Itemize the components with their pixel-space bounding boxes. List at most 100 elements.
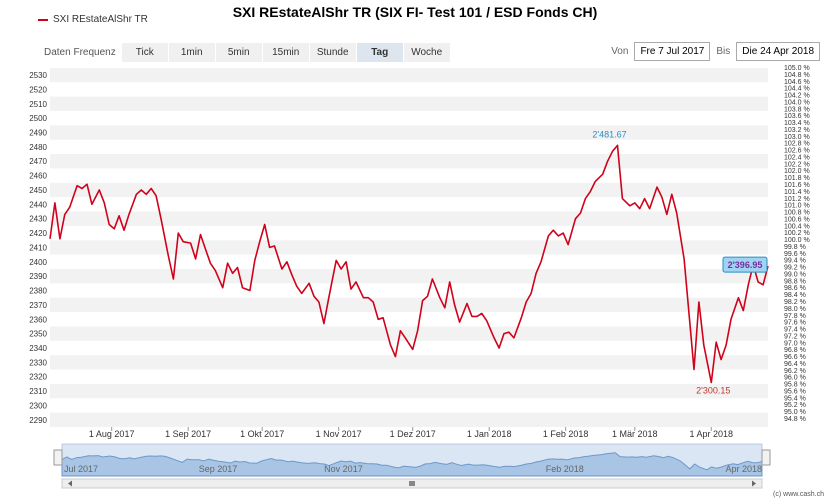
y2-tick-label: 97.0 %: [784, 340, 806, 347]
legend-swatch: [38, 18, 48, 21]
navigator-label: Nov 2017: [324, 464, 363, 474]
y2-tick-label: 103.0 %: [784, 134, 810, 141]
navigator-label: Apr 2018: [725, 464, 762, 474]
grid-band: [50, 211, 768, 226]
x-tick-label: 1 Sep 2017: [165, 429, 211, 439]
y-tick-label: 2380: [29, 287, 47, 296]
y2-tick-label: 101.2 %: [784, 196, 810, 203]
y2-tick-label: 97.2 %: [784, 333, 806, 340]
frequency-label: Daten Frequenz: [44, 47, 116, 58]
y-tick-label: 2450: [29, 186, 47, 195]
x-tick-label: 1 Feb 2018: [543, 429, 589, 439]
y-tick-label: 2330: [29, 358, 47, 367]
y2-tick-label: 95.0 %: [784, 409, 806, 416]
y2-tick-label: 103.4 %: [784, 120, 810, 127]
y2-tick-label: 96.4 %: [784, 361, 806, 368]
y2-tick-label: 103.6 %: [784, 113, 810, 120]
y2-tick-label: 96.8 %: [784, 347, 806, 354]
x-tick-label: 1 Mär 2018: [612, 429, 658, 439]
last-price-label: 2'396.95: [728, 260, 763, 270]
last-price-bubble: [722, 256, 768, 273]
scroll-right-arrow[interactable]: [752, 480, 756, 487]
credit-text: (c) www.cash.ch: [773, 491, 824, 498]
frequency-button-1min[interactable]: 1min: [168, 43, 215, 62]
x-tick-label: 1 Okt 2017: [240, 429, 284, 439]
legend: SXI REstateAlShr TR: [38, 14, 148, 25]
x-axis-ticks: 1 Aug 2017 1 Sep 2017 1 Okt 2017 1 Nov 2017…: [89, 427, 733, 439]
y2-tick-label: 102.6 %: [784, 148, 810, 155]
from-date-input[interactable]: Fre 7 Jul 2017: [634, 42, 711, 61]
y2-tick-label: 98.6 %: [784, 285, 806, 292]
y-tick-label: 2430: [29, 215, 47, 224]
navigator-label: Sep 2017: [199, 464, 238, 474]
x-tick-label: 1 Apr 2018: [689, 429, 733, 439]
y2-tick-label: 96.0 %: [784, 375, 806, 382]
y-tick-label: 2290: [29, 416, 47, 425]
grid-band: [50, 154, 768, 169]
y2-tick-label: 100.6 %: [784, 216, 810, 223]
y2-tick-label: 94.8 %: [784, 416, 806, 423]
scroll-left-arrow[interactable]: [68, 480, 72, 487]
frequency-button-tick[interactable]: Tick: [121, 43, 168, 62]
navigator-selection: [62, 444, 762, 476]
y2-tick-label: 101.0 %: [784, 203, 810, 210]
max-value-label: 2'481.67: [592, 129, 626, 139]
y2-tick-label: 105.0 %: [784, 65, 810, 72]
frequency-button-5min[interactable]: 5min: [215, 43, 262, 62]
y2-tick-label: 102.2 %: [784, 161, 810, 168]
frequency-button-15min[interactable]: 15min: [262, 43, 309, 62]
grid-band: [50, 240, 768, 255]
y2-tick-label: 101.4 %: [784, 189, 810, 196]
y-tick-label: 2350: [29, 330, 47, 339]
y-tick-label: 2460: [29, 172, 47, 181]
y-tick-label: 2300: [29, 401, 47, 410]
y2-tick-label: 99.4 %: [784, 258, 806, 265]
navigator-left-handle[interactable]: [53, 449, 63, 466]
series-group: [49, 144, 769, 384]
y-tick-label: 2500: [29, 114, 47, 123]
y-tick-label: 2420: [29, 229, 47, 238]
chart-title: SXI REstateAlShr TR (SIX FI- Test 101 / …: [232, 4, 598, 20]
y-tick-label: 2340: [29, 344, 47, 353]
y2-tick-label: 104.6 %: [784, 79, 810, 86]
frequency-button-stunde[interactable]: Stunde: [309, 43, 356, 62]
navigator-label: Feb 2018: [546, 464, 584, 474]
y2-tick-label: 95.4 %: [784, 395, 806, 402]
y2-tick-label: 99.6 %: [784, 251, 806, 258]
y2-tick-label: 103.8 %: [784, 106, 810, 113]
grid-band: [50, 383, 768, 399]
grid-band: [50, 297, 768, 313]
navigator-label: Jul 2017: [64, 464, 98, 474]
x-tick-label: 1 Nov 2017: [316, 429, 362, 439]
y2-tick-label: 98.8 %: [784, 278, 806, 285]
navigator-scrollbar-grip[interactable]: [409, 481, 415, 486]
y2-tick-label: 102.4 %: [784, 154, 810, 161]
y2-tick-label: 100.0 %: [784, 237, 810, 244]
to-date-input[interactable]: Die 24 Apr 2018: [736, 42, 820, 61]
y2-tick-label: 101.8 %: [784, 175, 810, 182]
y2-tick-label: 96.6 %: [784, 354, 806, 361]
y2-tick-label: 98.2 %: [784, 299, 806, 306]
x-tick-label: 1 Dez 2017: [390, 429, 436, 439]
grid-band: [50, 67, 768, 83]
frequency-button-tag[interactable]: Tag: [356, 43, 403, 62]
frequency-button-woche[interactable]: Woche: [403, 43, 450, 62]
navigator-right-handle[interactable]: [761, 449, 771, 466]
y-tick-label: 2530: [29, 71, 47, 80]
grid-band: [50, 96, 768, 111]
grid-band: [50, 355, 768, 370]
y-tick-label: 2370: [29, 301, 47, 310]
y2-tick-label: 95.6 %: [784, 388, 806, 395]
frequency-toolbar: Daten Frequenz Tick 1min 5min 15min Stun…: [44, 43, 451, 62]
y-tick-label: 2440: [29, 200, 47, 209]
y2-tick-label: 97.4 %: [784, 327, 806, 334]
grid-band: [50, 412, 768, 427]
grid-bands: [50, 67, 768, 427]
y2-tick-label: 98.4 %: [784, 292, 806, 299]
y2-tick-label: 99.2 %: [784, 265, 806, 272]
y2-tick-label: 100.4 %: [784, 223, 810, 230]
grid-band: [50, 125, 768, 140]
x-tick-label: 1 Jan 2018: [467, 429, 512, 439]
